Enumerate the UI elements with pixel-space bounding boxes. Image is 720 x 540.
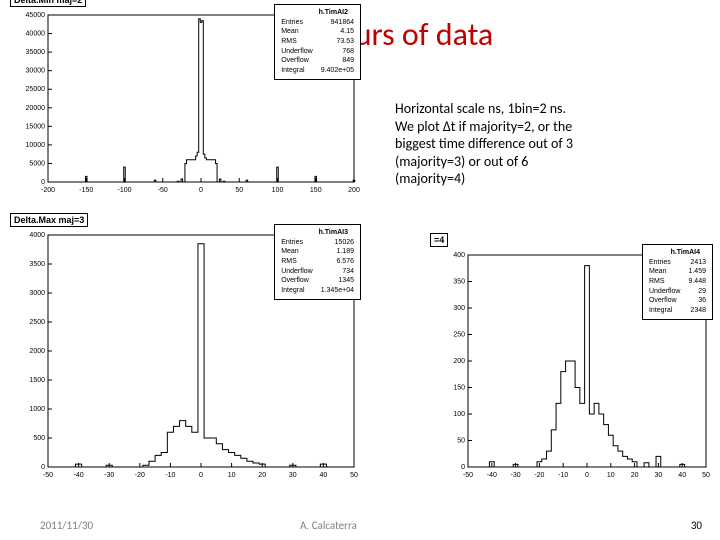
svg-text:10: 10 xyxy=(228,472,236,479)
svg-text:10: 10 xyxy=(607,472,615,479)
svg-text:-30: -30 xyxy=(104,472,114,479)
svg-text:35000: 35000 xyxy=(26,49,46,56)
stats-box: h.TimAI4Entries2413Mean1.459RMS9.448Unde… xyxy=(642,244,713,320)
svg-text:5000: 5000 xyxy=(29,160,45,167)
svg-text:2000: 2000 xyxy=(29,348,45,355)
svg-text:-20: -20 xyxy=(534,472,544,479)
svg-text:1500: 1500 xyxy=(29,377,45,384)
chart-panel: =4h.TimAI4Entries2413Mean1.459RMS9.448Un… xyxy=(430,245,712,485)
chart-panel: Delta.Min maj=2h.TimAI2Entries941864Mean… xyxy=(10,5,360,200)
footer-slide-number: 30 xyxy=(691,519,702,532)
svg-text:-50: -50 xyxy=(158,187,168,194)
svg-text:50: 50 xyxy=(457,438,465,445)
svg-text:-30: -30 xyxy=(511,472,521,479)
svg-text:30: 30 xyxy=(289,472,297,479)
panel-title: =4 xyxy=(430,233,448,247)
panel-title: Delta.Min maj=2 xyxy=(10,0,86,7)
svg-text:-50: -50 xyxy=(43,472,53,479)
chart-panel: Delta.Max maj=3h.TimAI3Entries15026Mean1… xyxy=(10,225,360,485)
svg-text:4000: 4000 xyxy=(29,232,45,239)
svg-text:100: 100 xyxy=(453,411,465,418)
caption-text: Horizontal scale ns, 1bin=2 ns. We plot … xyxy=(395,100,573,188)
svg-text:400: 400 xyxy=(453,252,465,259)
svg-text:0: 0 xyxy=(199,187,203,194)
svg-text:40: 40 xyxy=(678,472,686,479)
svg-text:15000: 15000 xyxy=(26,123,46,130)
svg-text:-150: -150 xyxy=(79,187,93,194)
svg-text:150: 150 xyxy=(453,385,465,392)
svg-text:0: 0 xyxy=(585,472,589,479)
svg-text:2500: 2500 xyxy=(29,319,45,326)
svg-text:40000: 40000 xyxy=(26,31,46,38)
svg-text:200: 200 xyxy=(348,187,360,194)
svg-text:50: 50 xyxy=(702,472,710,479)
svg-text:45000: 45000 xyxy=(26,12,46,19)
footer-date: 2011/11/30 xyxy=(40,519,93,532)
svg-text:3000: 3000 xyxy=(29,290,45,297)
stats-box: h.TimAI3Entries15026Mean1.189RMS6.576Und… xyxy=(274,224,361,300)
svg-text:250: 250 xyxy=(453,332,465,339)
svg-text:-100: -100 xyxy=(117,187,131,194)
svg-text:1000: 1000 xyxy=(29,406,45,413)
svg-text:500: 500 xyxy=(33,435,45,442)
svg-text:-10: -10 xyxy=(558,472,568,479)
svg-text:0: 0 xyxy=(41,464,45,471)
svg-text:-40: -40 xyxy=(487,472,497,479)
svg-text:3500: 3500 xyxy=(29,261,45,268)
svg-text:0: 0 xyxy=(461,464,465,471)
svg-text:50: 50 xyxy=(235,187,243,194)
panel-title: Delta.Max maj=3 xyxy=(10,213,88,227)
svg-text:-20: -20 xyxy=(135,472,145,479)
svg-text:-40: -40 xyxy=(74,472,84,479)
svg-text:-50: -50 xyxy=(463,472,473,479)
svg-text:-200: -200 xyxy=(41,187,55,194)
svg-text:0: 0 xyxy=(41,179,45,186)
svg-text:350: 350 xyxy=(453,279,465,286)
svg-text:200: 200 xyxy=(453,358,465,365)
svg-text:300: 300 xyxy=(453,305,465,312)
svg-text:50: 50 xyxy=(350,472,358,479)
svg-text:25000: 25000 xyxy=(26,86,46,93)
svg-text:-10: -10 xyxy=(165,472,175,479)
stats-box: h.TimAI2Entries941864Mean4.15RMS73.53Und… xyxy=(274,4,361,80)
svg-text:20: 20 xyxy=(631,472,639,479)
svg-text:40: 40 xyxy=(320,472,328,479)
svg-text:30: 30 xyxy=(655,472,663,479)
svg-text:150: 150 xyxy=(310,187,322,194)
svg-text:100: 100 xyxy=(272,187,284,194)
footer-author: A. Calcaterra xyxy=(300,519,357,532)
svg-text:0: 0 xyxy=(199,472,203,479)
svg-text:20000: 20000 xyxy=(26,105,46,112)
svg-text:20: 20 xyxy=(258,472,266,479)
svg-text:10000: 10000 xyxy=(26,142,46,149)
svg-text:30000: 30000 xyxy=(26,68,46,75)
